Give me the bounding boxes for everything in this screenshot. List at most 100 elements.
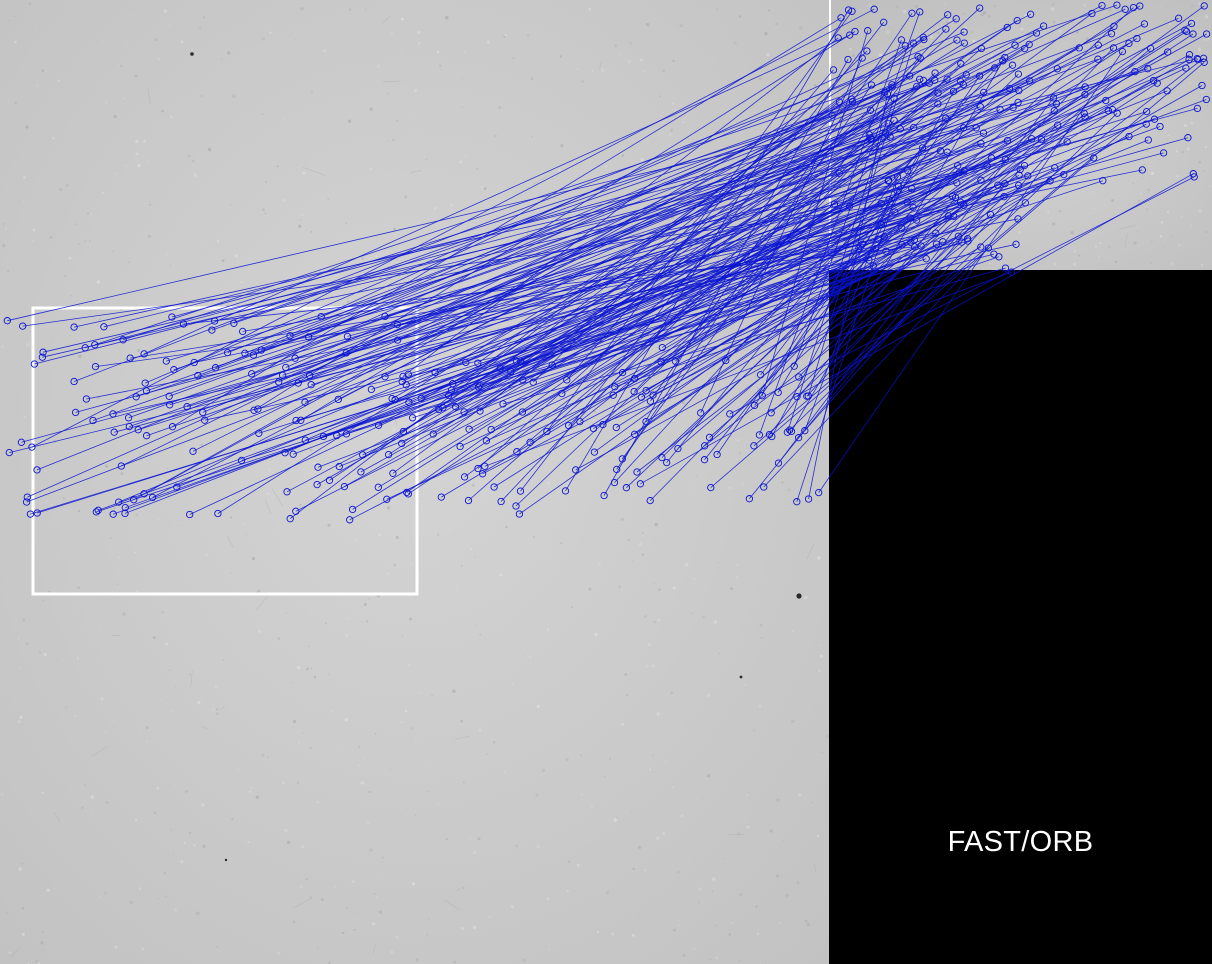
paper-speck xyxy=(337,751,338,752)
paper-speck xyxy=(1209,242,1210,243)
paper-speck xyxy=(310,747,312,749)
paper-speck xyxy=(479,729,482,732)
paper-speck xyxy=(560,542,562,544)
paper-speck xyxy=(328,674,329,675)
paper-speck xyxy=(759,705,762,708)
paper-speck xyxy=(359,547,360,548)
paper-speck xyxy=(681,814,684,817)
paper-speck xyxy=(104,891,107,894)
paper-speck xyxy=(159,76,160,77)
paper-speck xyxy=(446,838,448,840)
paper-speck xyxy=(614,101,615,102)
paper-speck xyxy=(36,27,37,28)
paper-speck xyxy=(275,841,276,842)
paper-speck xyxy=(849,48,852,51)
paper-speck xyxy=(368,791,370,793)
paper-speck xyxy=(264,212,266,214)
query-image xyxy=(0,0,829,964)
paper-speck xyxy=(644,869,646,871)
paper-speck xyxy=(437,804,439,806)
paper-speck xyxy=(23,618,26,621)
paper-speck xyxy=(898,118,900,120)
paper-speck xyxy=(670,128,673,131)
paper-speck xyxy=(1151,172,1154,175)
paper-speck xyxy=(182,331,184,333)
paper-speck xyxy=(755,905,757,907)
paper-speck xyxy=(1099,242,1101,244)
paper-speck xyxy=(302,878,303,879)
paper-speck xyxy=(40,941,43,944)
paper-speck xyxy=(354,929,356,931)
paper-speck xyxy=(194,174,198,178)
paper-speck xyxy=(1111,199,1114,202)
paper-speck xyxy=(247,841,249,843)
paper-speck xyxy=(820,655,823,658)
paper-speck xyxy=(896,5,899,8)
paper-speck xyxy=(886,31,889,34)
paper-speck xyxy=(1129,180,1130,181)
paper-speck xyxy=(268,469,271,472)
paper-speck xyxy=(621,723,624,726)
paper-speck xyxy=(456,585,457,586)
paper-speck xyxy=(738,15,741,18)
paper-speck xyxy=(1078,254,1080,256)
paper-speck xyxy=(576,68,579,71)
paper-speck xyxy=(90,311,91,312)
paper-speck xyxy=(314,676,316,678)
paper-speck xyxy=(531,136,533,138)
paper-speck xyxy=(216,946,218,948)
paper-speck xyxy=(113,115,116,118)
paper-speck xyxy=(390,951,393,954)
paper-speck xyxy=(298,742,300,744)
paper-speck xyxy=(97,280,101,284)
paper-speck xyxy=(115,946,118,949)
paper-speck xyxy=(149,204,151,206)
paper-speck xyxy=(536,845,540,849)
paper-speck xyxy=(877,3,878,4)
paper-speck xyxy=(411,727,414,730)
paper-speck xyxy=(694,578,696,580)
paper-speck xyxy=(358,746,360,748)
paper-speck xyxy=(872,57,873,58)
paper-speck xyxy=(345,634,348,637)
paper-speck xyxy=(821,751,823,753)
paper-speck xyxy=(616,817,617,818)
paper-speck xyxy=(7,270,9,272)
paper-speck xyxy=(1065,79,1068,82)
paper-speck xyxy=(523,959,526,962)
paper-speck xyxy=(724,858,725,859)
paper-speck xyxy=(222,259,225,262)
paper-speck xyxy=(494,134,497,137)
paper-speck xyxy=(788,488,791,491)
paper-speck xyxy=(74,715,76,717)
paper-speck xyxy=(709,958,711,960)
paper-speck xyxy=(1133,241,1137,245)
paper-speck xyxy=(153,636,156,639)
paper-speck xyxy=(324,529,326,531)
paper-speck xyxy=(480,676,481,677)
paper-speck xyxy=(621,154,624,157)
paper-speck xyxy=(267,493,269,495)
paper-speck xyxy=(157,57,158,58)
paper-speck xyxy=(77,528,78,529)
paper-speck xyxy=(22,907,24,909)
paper-speck xyxy=(1073,250,1076,253)
paper-speck xyxy=(14,16,15,17)
paper-speck xyxy=(499,574,502,577)
paper-spot xyxy=(796,593,801,598)
paper-speck xyxy=(199,27,201,29)
paper-speck xyxy=(736,564,738,566)
paper-speck xyxy=(1103,51,1105,53)
paper-speck xyxy=(371,766,372,767)
paper-speck xyxy=(597,931,599,933)
paper-speck xyxy=(1170,88,1171,89)
paper-speck xyxy=(783,347,784,348)
paper-speck xyxy=(376,896,378,898)
paper-speck xyxy=(571,606,573,608)
paper-speck xyxy=(57,717,58,718)
paper-speck xyxy=(120,472,123,475)
paper-speck xyxy=(697,798,699,800)
paper-speck xyxy=(277,903,279,905)
paper-speck xyxy=(1189,82,1191,84)
paper-speck xyxy=(1051,7,1054,10)
